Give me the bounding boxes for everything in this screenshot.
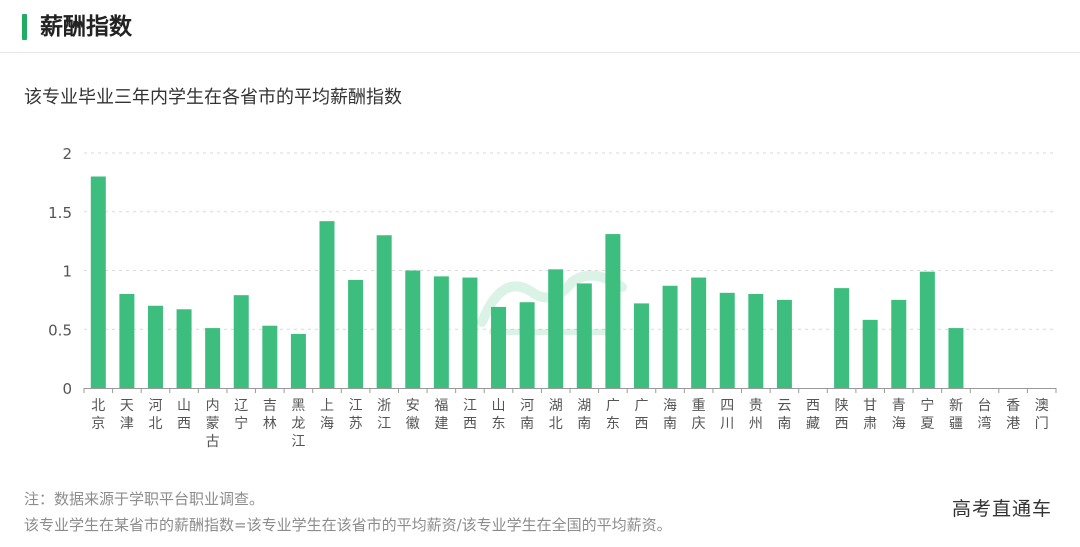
x-tick-label: 广西 [634,398,648,432]
x-tick-label: 澳门 [1035,398,1049,432]
x-tick-label: 福建 [434,398,448,432]
x-tick-label: 西藏 [806,398,820,432]
bar-湖北[interactable] [548,269,564,388]
y-tick-label: 1 [62,263,72,281]
x-tick-label: 辽宁 [234,398,248,432]
y-tick-label: 0 [62,380,72,398]
x-tick-label: 青海 [892,398,906,432]
data-source-note: 注：数据来源于学职平台职业调查。 [24,490,265,508]
x-tick-label: 湖北 [549,398,563,432]
x-tick-label: 湖南 [577,398,591,432]
bar-河北[interactable] [147,305,163,388]
x-tick-label: 甘肃 [863,398,877,432]
bar-黑龙江[interactable] [290,333,306,388]
x-tick-label: 北京 [91,398,105,432]
x-tick-label: 上海 [320,398,334,432]
bar-陕西[interactable] [834,288,850,388]
x-tick-label: 黑龙江 [291,398,305,450]
section-title: 薪酬指数 [40,14,132,40]
chart-title: 该专业毕业三年内学生在各省市的平均薪酬指数 [24,87,402,108]
x-tick-label: 浙江 [377,398,391,432]
bar-内蒙古[interactable] [205,328,221,388]
bar-浙江[interactable] [376,235,392,388]
bar-山西[interactable] [176,309,192,388]
bar-安徽[interactable] [405,270,421,389]
x-tick-label: 江西 [463,398,477,432]
x-tick-label: 河北 [148,398,162,432]
watermark-text: 高考直通车 [951,498,1052,520]
x-tick-label: 陕西 [835,398,849,432]
x-tick-label: 四川 [720,398,734,432]
bar-重庆[interactable] [691,277,707,388]
x-tick-label: 海南 [663,398,677,432]
x-tick-label: 安徽 [406,398,420,432]
bar-新疆[interactable] [948,328,964,388]
bar-河南[interactable] [519,302,535,388]
formula-note: 该专业学生在某省市的薪酬指数=该专业学生在该省市的平均薪资/该专业学生在全国的平… [24,516,672,534]
x-tick-label: 宁夏 [920,397,934,432]
bar-山东[interactable] [491,306,507,388]
bar-四川[interactable] [719,292,735,388]
y-tick-label: 0.5 [48,321,72,339]
x-tick-label: 台湾 [978,398,992,432]
x-tick-label: 贵州 [749,398,763,432]
x-tick-label: 河南 [520,398,534,432]
x-tick-label: 山西 [177,398,191,432]
bar-福建[interactable] [433,276,449,388]
bar-吉林[interactable] [262,325,278,388]
bar-辽宁[interactable] [233,295,249,388]
bar-贵州[interactable] [748,294,764,388]
bar-湖南[interactable] [576,283,592,388]
bar-甘肃[interactable] [862,319,878,388]
bar-江苏[interactable] [348,279,364,388]
bar-上海[interactable] [319,221,335,388]
x-tick-label: 广东 [606,398,620,432]
bar-广东[interactable] [605,234,621,388]
y-tick-label: 1.5 [48,204,72,222]
bar-宁夏[interactable] [919,271,935,388]
y-tick-label: 2 [62,145,72,163]
section-header: 薪酬指数 [0,0,1080,53]
x-tick-label: 吉林 [263,398,277,432]
x-tick-label: 内蒙古 [206,398,220,450]
bar-北京[interactable] [90,176,106,389]
x-tick-label: 重庆 [692,398,706,432]
section-accent-bar [22,14,27,40]
bar-海南[interactable] [662,285,678,388]
bar-天津[interactable] [119,294,135,388]
x-tick-label: 山东 [492,398,506,432]
bar-江西[interactable] [462,277,478,388]
bar-青海[interactable] [891,299,907,388]
bar-云南[interactable] [776,299,792,388]
x-tick-label: 香港 [1006,398,1020,432]
x-tick-label: 新疆 [949,398,963,432]
bar-广西[interactable] [633,303,649,388]
x-tick-label: 江苏 [349,398,363,432]
x-tick-label: 天津 [120,398,134,432]
x-tick-label: 云南 [777,398,791,432]
